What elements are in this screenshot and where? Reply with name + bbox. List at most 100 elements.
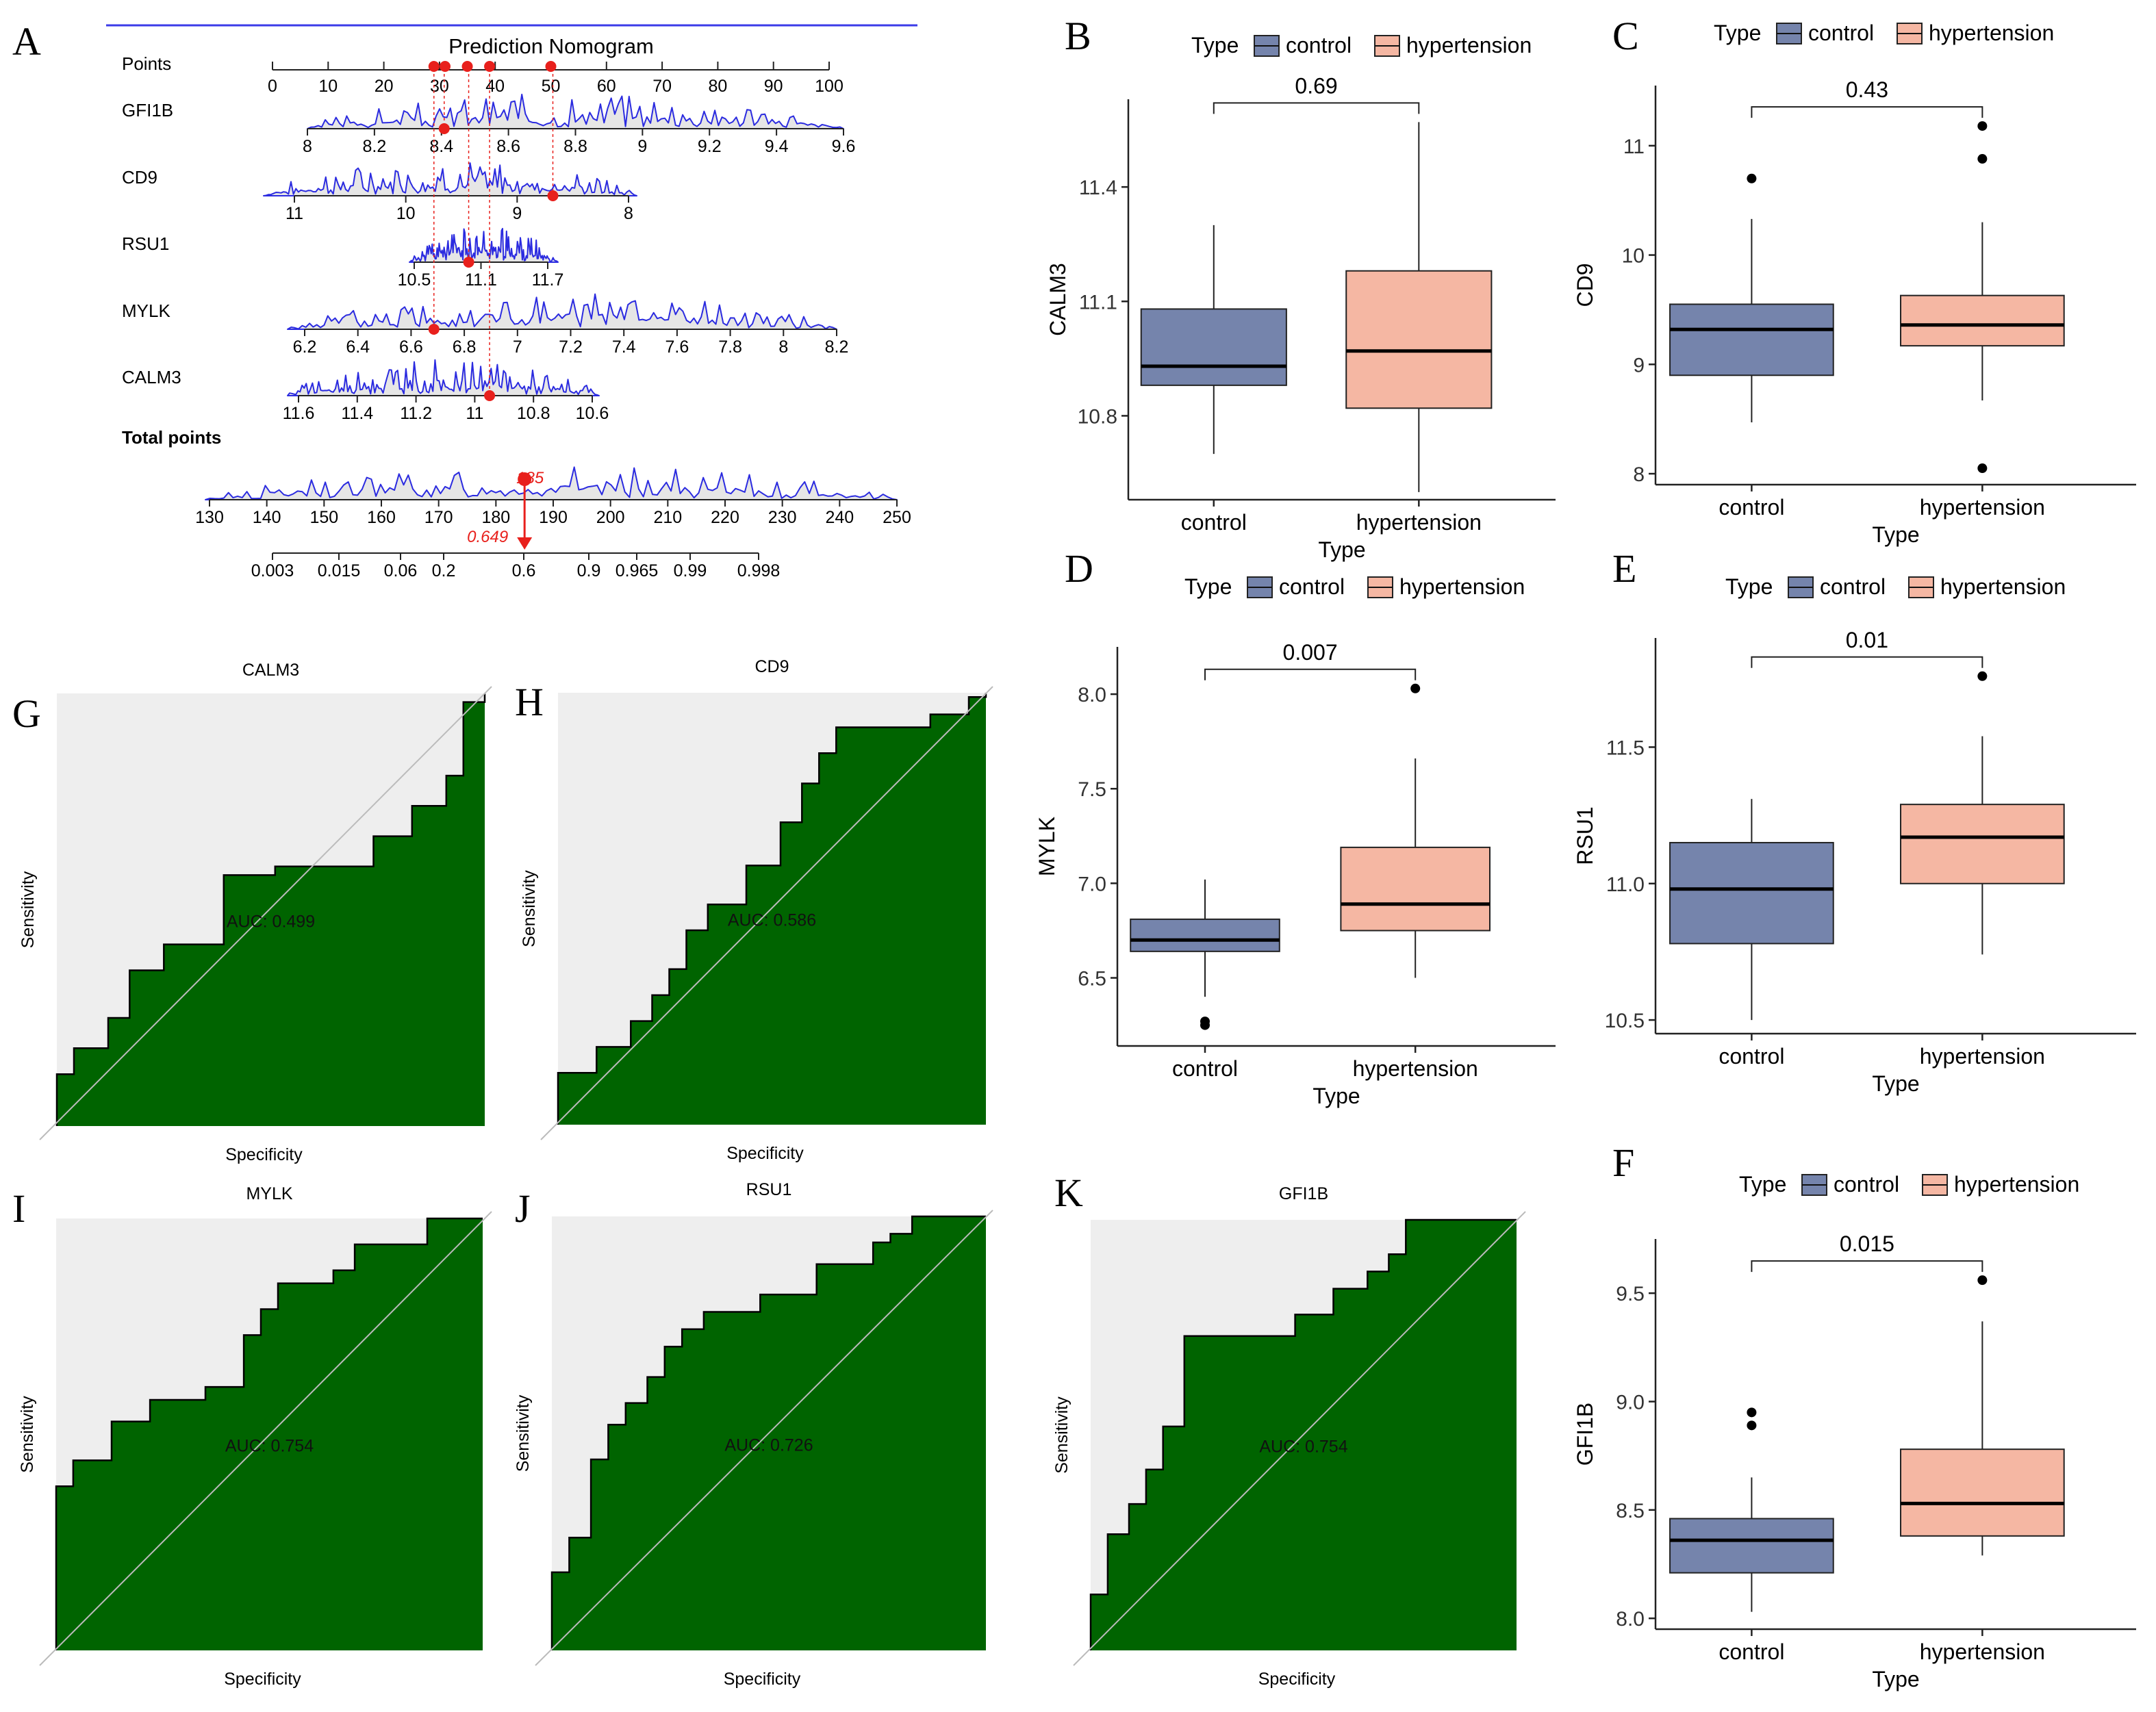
y-axis-title: GFI1B	[1573, 1403, 1597, 1466]
roc-curve	[55, 1217, 483, 1650]
scale-tick-label-gfi1b: 8	[303, 137, 312, 156]
x-tick-label-control: control	[1719, 495, 1784, 520]
box-control	[1669, 303, 1834, 376]
significance-bracket	[1751, 106, 1983, 118]
legend-title: Type	[1739, 1172, 1786, 1197]
nomogram-gfi1b-label: GFI1B	[122, 100, 173, 120]
roc-curve	[550, 1215, 986, 1650]
y-tick-label: 9	[1633, 354, 1645, 376]
nomogram-rsu1-label: RSU1	[122, 233, 169, 254]
scale-tick-label-gfi1b: 9.6	[832, 137, 856, 156]
risk-arrow-head	[517, 537, 533, 550]
scale-tick-label-points: 100	[815, 77, 844, 96]
scale-tick-label-cd9: 9	[512, 204, 522, 223]
y-tick-label: 9.5	[1616, 1283, 1645, 1305]
box-control	[1140, 308, 1287, 386]
legend-label-hypertension: hypertension	[1929, 21, 2054, 45]
y-axis-title: Sensitivity	[18, 1396, 37, 1473]
y-axis-title: Sensitivity	[513, 1394, 533, 1472]
scale-tick-label-points: 80	[708, 77, 727, 96]
box-hypertension	[1345, 270, 1493, 409]
y-tick-label: 11.4	[1079, 177, 1117, 199]
legend-label-control: control	[1279, 574, 1345, 599]
density-curve-total	[205, 466, 898, 500]
y-axis-title: CD9	[1573, 263, 1597, 307]
roc-area	[57, 693, 485, 1126]
legend-label-hypertension: hypertension	[1399, 574, 1525, 599]
scale-tick-label-points: 20	[375, 77, 394, 96]
density-curve-cd9	[263, 162, 637, 196]
scale-tick-label-risk: 0.003	[251, 561, 294, 580]
y-axis-title: Sensitivity	[520, 870, 539, 947]
scale-tick-label-gfi1b: 8.4	[429, 137, 453, 156]
roc-curve	[557, 693, 987, 1125]
legend-label-control: control	[1820, 574, 1886, 599]
legend-label-control: control	[1286, 33, 1352, 58]
y-tick-label: 9.0	[1616, 1392, 1645, 1414]
outlier-point	[1747, 1420, 1757, 1431]
y-tick-label: 8.5	[1616, 1500, 1645, 1522]
scale-tick-label-cd9: 11	[286, 204, 303, 223]
nomogram-cd9-label: CD9	[122, 167, 157, 188]
y-tick-label: 11.0	[1606, 873, 1645, 896]
x-axis-title: Specificity	[726, 1144, 804, 1163]
points-marker	[428, 61, 440, 72]
roc-curve	[1089, 1218, 1517, 1650]
scale-tick-label-points: 30	[430, 77, 449, 96]
panel-letter-i: I	[12, 1186, 25, 1231]
panel-letter-e: E	[1612, 546, 1636, 591]
reference-diagonal	[39, 1211, 492, 1666]
x-tick-label-hypertension: hypertension	[1920, 495, 2045, 520]
p-value-label: 0.01	[1846, 628, 1888, 652]
scale-tick-label-rsu1: 10.5	[398, 270, 431, 290]
scale-tick-label-points: 60	[597, 77, 616, 96]
legend-title: Type	[1725, 574, 1773, 599]
scale-tick-label-points: 70	[652, 77, 672, 96]
y-tick-label: 7.0	[1078, 873, 1106, 895]
scale-tick-label-total: 210	[653, 508, 682, 527]
legend-label-control: control	[1834, 1172, 1899, 1197]
scale-tick-label-risk: 0.9	[577, 561, 601, 580]
y-tick-label: 11	[1623, 136, 1645, 158]
boxplot-gfi1b: Type control hypertension 8.0 8.5 9.0 9.5 contr…	[1573, 1172, 2136, 1691]
scale-tick-label-mylk: 7.4	[612, 337, 636, 357]
outlier-point	[1747, 173, 1757, 183]
y-axis-title: MYLK	[1035, 817, 1059, 876]
scale-tick-label-cd9: 10	[396, 204, 416, 223]
points-marker	[484, 61, 496, 72]
significance-bracket	[1213, 102, 1420, 114]
p-value-label: 0.015	[1840, 1231, 1894, 1256]
outlier-point	[1747, 1407, 1757, 1418]
points-marker	[545, 61, 557, 72]
scale-tick-label-total: 150	[309, 508, 338, 527]
scale-tick-label-points: 50	[542, 77, 561, 96]
scale-tick-label-mylk: 6.2	[293, 337, 317, 357]
panel-letter-a: A	[12, 19, 41, 64]
nomogram-title: Prediction Nomogram	[448, 34, 654, 58]
x-tick-label-control: control	[1181, 510, 1247, 535]
roc-title: CD9	[754, 657, 789, 676]
scale-tick-label-total: 170	[424, 508, 453, 527]
legend-label-hypertension: hypertension	[1940, 574, 2066, 599]
x-tick-label-control: control	[1719, 1044, 1784, 1069]
box-hypertension	[1900, 804, 2065, 884]
outlier-point	[1410, 683, 1421, 693]
y-tick-label: 10.5	[1605, 1010, 1645, 1032]
outlier-point	[1977, 121, 1988, 131]
x-axis-title: Specificity	[724, 1670, 801, 1689]
scale-tick-label-calm3: 11	[466, 404, 483, 423]
scale-tick-label-mylk: 8.2	[825, 337, 849, 357]
legend-title: Type	[1191, 33, 1239, 58]
x-axis-title: Type	[1318, 537, 1365, 562]
scale-tick-label-calm3: 11.4	[341, 404, 373, 423]
panel-letter-c: C	[1612, 14, 1639, 58]
scale-tick-label-mylk: 7.2	[559, 337, 583, 357]
scale-tick-label-points: 10	[318, 77, 338, 96]
scale-tick-label-mylk: 6.8	[453, 337, 477, 357]
x-axis-title: Type	[1872, 522, 1919, 547]
nomogram-points-label: Points	[122, 53, 171, 74]
legend-title: Type	[1714, 21, 1761, 45]
scale-tick-label-total: 180	[481, 508, 510, 527]
roc-calm3: CALM3 AUC: 0.499 Specificity Sensitivity	[18, 661, 492, 1164]
boxplot-cd9: Type control hypertension 8 9 10 11 control hype…	[1573, 21, 2136, 547]
